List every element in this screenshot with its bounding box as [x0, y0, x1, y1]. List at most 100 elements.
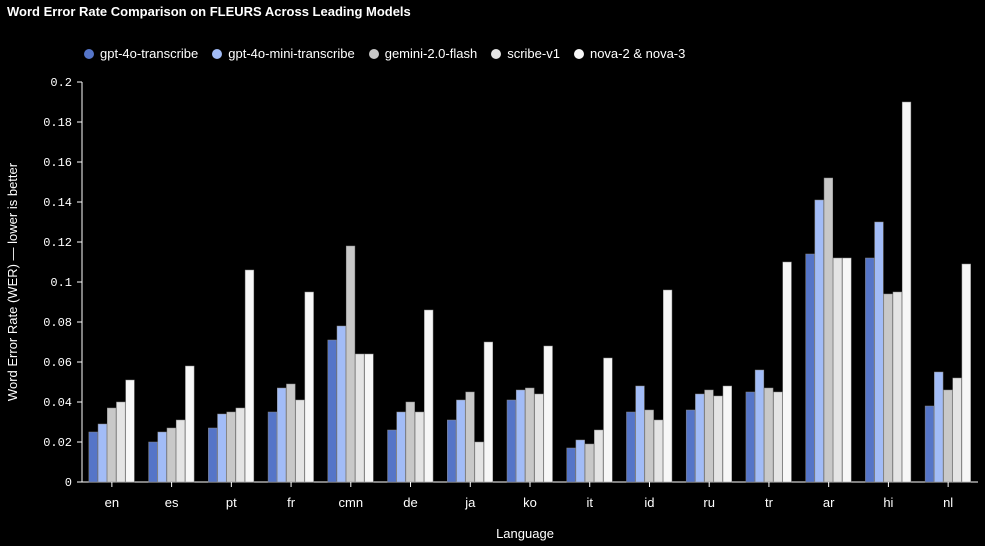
bar: [704, 389, 714, 483]
y-tick-label: 0.06: [43, 356, 72, 370]
x-tick-label: tr: [765, 495, 774, 510]
bar: [685, 409, 696, 483]
bar: [653, 419, 664, 483]
bar: [901, 101, 912, 483]
x-tick-label: es: [165, 495, 179, 510]
bar: [157, 431, 167, 483]
bar: [456, 399, 466, 483]
legend-swatch: [491, 48, 502, 59]
bar: [116, 401, 126, 483]
bar: [387, 429, 397, 483]
bar: [754, 369, 765, 483]
bar: [603, 357, 613, 483]
x-axis-label: Language: [496, 526, 554, 541]
bar: [465, 391, 475, 483]
bar: [396, 411, 406, 483]
bar: [304, 291, 314, 483]
bar: [782, 261, 792, 483]
bar: [635, 385, 645, 483]
y-tick-label: 0.1: [50, 276, 72, 290]
bar: [773, 391, 783, 483]
bar: [483, 341, 494, 483]
legend-item: gpt-4o-mini-transcribe: [212, 46, 355, 61]
bar: [208, 427, 218, 483]
bar: [865, 257, 875, 483]
legend-label: gpt-4o-mini-transcribe: [228, 46, 355, 61]
legend-item: nova-2 & nova-3: [573, 46, 686, 61]
bar: [566, 447, 576, 483]
bar: [148, 441, 158, 483]
bar: [166, 427, 176, 483]
bar: [217, 413, 227, 483]
bar: [277, 387, 287, 483]
y-tick-label: 0.2: [50, 76, 72, 90]
bar: [97, 423, 108, 483]
x-tick-label: pt: [226, 495, 237, 510]
bar: [534, 393, 544, 483]
legend-item: gemini-2.0-flash: [368, 46, 478, 61]
bar: [295, 399, 305, 483]
bar: [515, 389, 526, 483]
bar: [107, 407, 117, 483]
y-tick-label: 0.12: [43, 236, 72, 250]
x-tick-label: hi: [883, 495, 893, 510]
x-tick-label: en: [105, 495, 119, 510]
bar: [345, 245, 356, 483]
y-tick-label: 0: [65, 476, 72, 490]
legend-item: gpt-4o-transcribe: [84, 46, 198, 61]
bar: [874, 221, 884, 483]
bar: [267, 411, 278, 483]
bar: [185, 365, 195, 483]
x-tick-label: ko: [523, 495, 537, 510]
bar: [414, 411, 425, 483]
x-tick-label: ru: [703, 495, 715, 510]
bar: [235, 407, 245, 483]
bar: [961, 263, 971, 483]
y-tick-label: 0.16: [43, 156, 72, 170]
bar: [543, 345, 553, 483]
x-tick-label: de: [403, 495, 417, 510]
bar: [934, 371, 944, 483]
bar: [88, 431, 98, 483]
bar: [525, 387, 535, 483]
y-tick-label: 0.02: [43, 436, 72, 450]
x-tick-label: id: [644, 495, 654, 510]
legend-label: nova-2 & nova-3: [589, 46, 686, 61]
bar: [842, 257, 852, 483]
x-tick-label: it: [586, 495, 593, 510]
x-tick-label: ja: [464, 495, 476, 510]
bar: [336, 325, 346, 483]
chart-title: Word Error Rate Comparison on FLEURS Acr…: [7, 4, 411, 19]
bar: [286, 383, 296, 483]
y-tick-label: 0.18: [43, 116, 72, 130]
legend-swatch: [573, 48, 584, 59]
bar: [405, 401, 415, 483]
bar: [626, 411, 636, 483]
y-tick-label: 0.08: [43, 316, 72, 330]
bar: [823, 177, 834, 483]
bar: [764, 387, 774, 483]
bar: [695, 393, 705, 483]
bar: [125, 379, 135, 483]
legend-label: gpt-4o-transcribe: [100, 46, 199, 61]
y-tick-label: 0.14: [43, 196, 72, 210]
bar: [175, 419, 186, 483]
bar: [327, 339, 337, 483]
bar: [447, 419, 457, 483]
bar: [924, 405, 935, 483]
legend-swatch: [212, 48, 223, 59]
legend-swatch: [84, 48, 94, 59]
bar: [883, 293, 893, 483]
legend-item: scribe-v1: [491, 46, 560, 61]
legend: gpt-4o-transcribe gpt-4o-mini-transcribe g…: [84, 46, 685, 61]
bar: [474, 441, 484, 483]
x-tick-label: fr: [287, 495, 296, 510]
bar: [713, 395, 723, 483]
bar: [722, 385, 732, 483]
bar: [892, 291, 902, 483]
legend-swatch: [368, 48, 379, 59]
bar: [943, 389, 953, 483]
legend-label: gemini-2.0-flash: [384, 46, 478, 61]
bar: [745, 391, 755, 483]
